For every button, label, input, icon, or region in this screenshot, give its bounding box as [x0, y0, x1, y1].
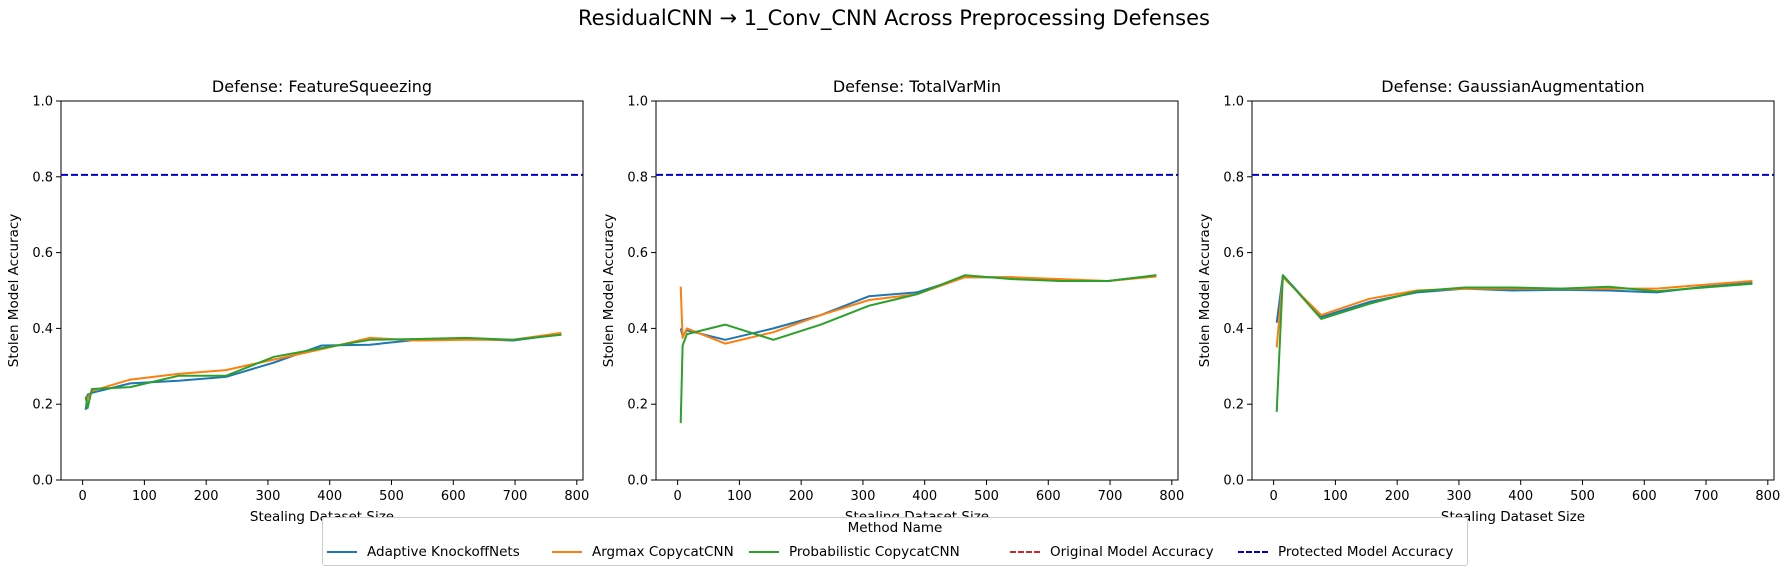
x-tick-label: 600 [441, 489, 466, 504]
y-tick-label: 0.8 [32, 170, 53, 185]
panel-title: Defense: FeatureSqueezing [212, 77, 432, 96]
x-axis-label: Stealing Dataset Size [1441, 509, 1585, 525]
x-tick-label: 0 [673, 489, 681, 504]
chart-panel-3: Defense: GaussianAugmentation 0 100 200 300 4… [1197, 77, 1780, 525]
plot-frame [1251, 100, 1775, 481]
legend-item-adaptive-knockoffnets: Adaptive KnockoffNets [327, 543, 520, 561]
y-tick-label: 1.0 [1223, 95, 1244, 110]
series-line-argmax-copycatcnn [679, 275, 1157, 345]
chart-panel-2: Defense: TotalVarMin 0 100 200 300 400 500 600 7… [601, 77, 1184, 525]
x-tick-label: 700 [1098, 489, 1123, 504]
series-line-adaptive-knockoffnets [1275, 274, 1753, 323]
plot-frame [655, 100, 1179, 481]
x-tick-label: 0 [78, 489, 86, 504]
legend-swatch [552, 551, 582, 553]
x-tick-label: 500 [379, 489, 404, 504]
y-tick-label: 0.4 [32, 322, 53, 337]
chart-panel-1: Defense: FeatureSqueezing 0 100 200 300 400 50… [6, 77, 589, 525]
x-tick-label: 300 [851, 489, 876, 504]
legend-title: Method Name [847, 520, 943, 536]
series-line-adaptive-knockoffnets [679, 274, 1157, 341]
y-tick-label: 1.0 [627, 95, 648, 110]
x-tick-label: 600 [1036, 489, 1061, 504]
chart-panels: Defense: FeatureSqueezing 0 100 200 300 400 50… [6, 77, 1780, 525]
plot-frame [60, 100, 584, 481]
series-line-probabilistic-copycatcnn [84, 333, 562, 409]
y-tick-label: 0.8 [627, 170, 648, 185]
y-tick-label: 0.2 [32, 398, 53, 413]
legend-label: Original Model Accuracy [1050, 544, 1214, 560]
y-tick-label: 0.0 [1223, 474, 1244, 489]
x-tick-label: 300 [256, 489, 281, 504]
y-tick-label: 0.4 [1223, 322, 1244, 337]
y-axis-label: Stolen Model Accuracy [601, 214, 617, 367]
y-tick-label: 0.4 [627, 322, 648, 337]
legend-label: Protected Model Accuracy [1278, 544, 1454, 560]
y-axis-label: Stolen Model Accuracy [1197, 214, 1213, 367]
legend: Method Name Adaptive KnockoffNets Argmax… [322, 517, 1468, 566]
legend-label: Probabilistic CopycatCNN [789, 544, 960, 560]
y-tick-label: 0.0 [32, 474, 53, 489]
x-tick-label: 700 [503, 489, 528, 504]
x-tick-label: 800 [1159, 489, 1184, 504]
legend-swatch [1010, 551, 1040, 553]
legend-item-argmax-copycatcnn: Argmax CopycatCNN [552, 543, 734, 561]
panel-title: Defense: GaussianAugmentation [1381, 77, 1644, 96]
x-tick-label: 800 [564, 489, 589, 504]
series-line-probabilistic-copycatcnn [679, 274, 1157, 424]
legend-item-original-model-accuracy: Original Model Accuracy [1010, 543, 1214, 561]
x-tick-label: 800 [1755, 489, 1780, 504]
y-tick-label: 1.0 [32, 95, 53, 110]
legend-swatch [1238, 551, 1268, 553]
legend-label: Argmax CopycatCNN [592, 544, 734, 560]
legend-swatch [327, 551, 357, 553]
series-line-argmax-copycatcnn [1275, 276, 1753, 348]
legend-label: Adaptive KnockoffNets [367, 544, 520, 560]
y-tick-label: 0.2 [627, 398, 648, 413]
x-tick-label: 0 [1269, 489, 1277, 504]
x-tick-label: 700 [1694, 489, 1719, 504]
figure-title: ResidualCNN → 1_Conv_CNN Across Preproce… [578, 6, 1210, 31]
x-tick-label: 100 [1323, 489, 1348, 504]
legend-item-probabilistic-copycatcnn: Probabilistic CopycatCNN [749, 543, 960, 561]
series-line-probabilistic-copycatcnn [1275, 274, 1753, 412]
x-tick-label: 400 [912, 489, 937, 504]
x-tick-label: 400 [1508, 489, 1533, 504]
panel-title: Defense: TotalVarMin [833, 77, 1001, 96]
x-tick-label: 500 [974, 489, 999, 504]
y-axis-label: Stolen Model Accuracy [6, 214, 22, 367]
series-line-argmax-copycatcnn [84, 331, 562, 402]
x-tick-label: 400 [317, 489, 342, 504]
x-tick-label: 200 [1385, 489, 1410, 504]
y-tick-label: 0.6 [1223, 246, 1244, 261]
x-tick-label: 300 [1447, 489, 1472, 504]
legend-item-protected-model-accuracy: Protected Model Accuracy [1238, 543, 1453, 561]
x-tick-label: 600 [1632, 489, 1657, 504]
x-tick-label: 200 [789, 489, 814, 504]
x-tick-label: 500 [1570, 489, 1595, 504]
x-tick-label: 100 [727, 489, 752, 504]
y-tick-label: 0.0 [627, 474, 648, 489]
y-tick-label: 0.2 [1223, 398, 1244, 413]
y-tick-label: 0.8 [1223, 170, 1244, 185]
x-tick-label: 200 [194, 489, 219, 504]
legend-swatch [749, 551, 779, 553]
y-tick-label: 0.6 [627, 246, 648, 261]
y-tick-label: 0.6 [32, 246, 53, 261]
x-tick-label: 100 [132, 489, 157, 504]
series-line-adaptive-knockoffnets [84, 333, 562, 411]
